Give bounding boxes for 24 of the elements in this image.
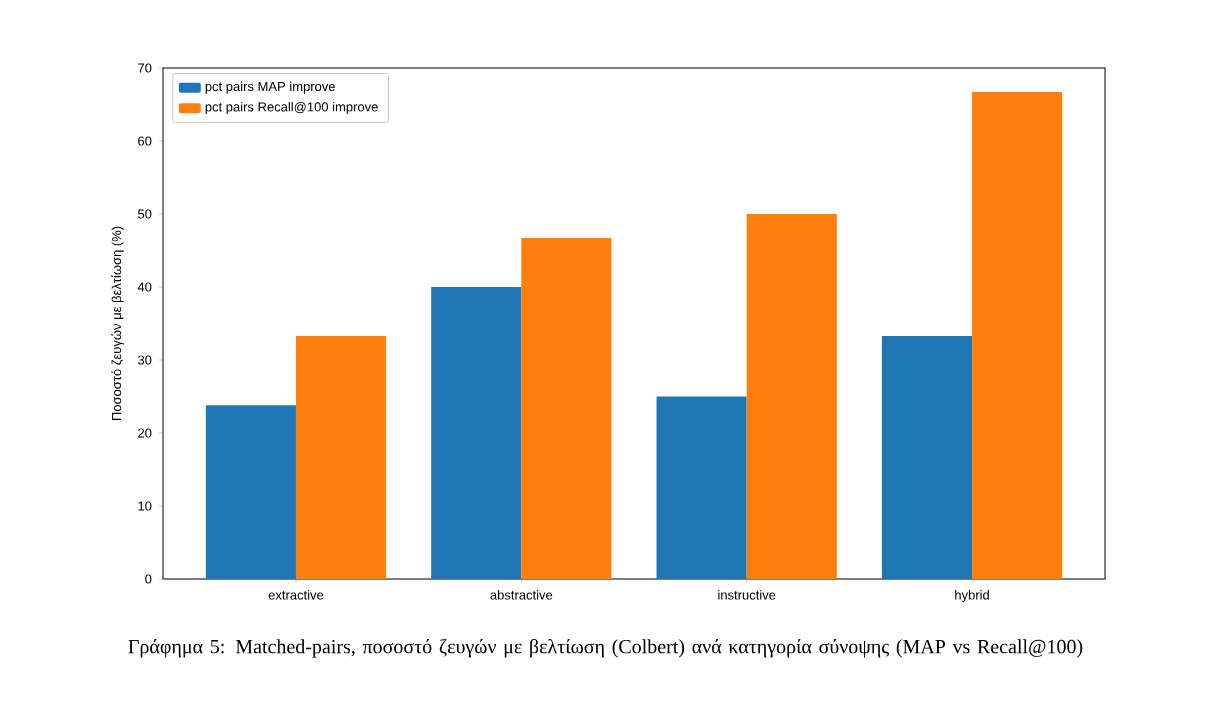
- y-tick-label: 0: [145, 574, 152, 584]
- y-tick-label: 50: [138, 209, 152, 219]
- bar: [972, 92, 1063, 579]
- bar: [431, 287, 522, 579]
- bar: [746, 214, 837, 579]
- y-tick-label: 30: [137, 355, 152, 365]
- legend-label: pct pairs Recall@100 improve: [205, 101, 378, 115]
- y-tick-label: 40: [137, 282, 152, 292]
- text: Γράφημα 5: Matched-pairs, ποσοστό ζευγών με βελτίωση (Colbert) ανά κατηγορία σύνοψης (MAP vs Recall@100): [128, 639, 1083, 658]
- bar: [656, 396, 747, 579]
- bar: [521, 238, 612, 579]
- x-tick-label: hybrid: [955, 590, 989, 603]
- x-tick-label: abstractive: [490, 590, 553, 600]
- y-tick-label: 60: [138, 136, 152, 146]
- y-tick-label: 10: [138, 501, 152, 511]
- y-axis-title: Ποσοστό ζευγών με βελτίωση (%): [111, 226, 124, 421]
- y-tick-label: 70: [138, 63, 152, 73]
- x-tick-label: instructive: [718, 590, 776, 600]
- bar: [295, 335, 387, 579]
- y-tick-label: 20: [138, 428, 152, 438]
- x-tick-label: extractive: [268, 590, 324, 600]
- legend-label: pct pairs MAP improve: [205, 81, 335, 94]
- bar: [881, 335, 973, 579]
- bar: [205, 405, 296, 579]
